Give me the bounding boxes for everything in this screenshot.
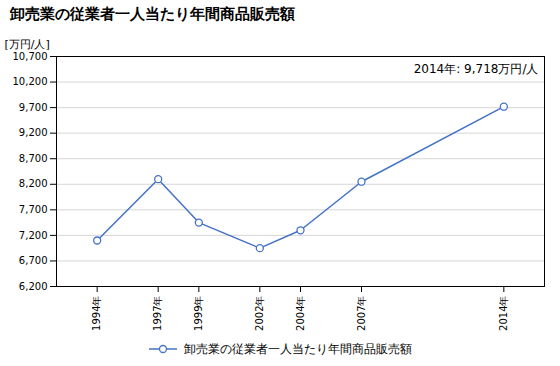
html-text:卸売業の従業者一人当たり年間商品販売額: 卸売業の従業者一人当たり年間商品販売額 [10, 5, 295, 23]
svg-text:8,700: 8,700 [19, 153, 48, 164]
svg-text:9,700: 9,700 [19, 102, 48, 113]
svg-text:7,200: 7,200 [19, 230, 48, 241]
svg-text:8,200: 8,200 [19, 178, 48, 189]
svg-text:10,700: 10,700 [13, 51, 48, 62]
svg-text:10,200: 10,200 [13, 76, 48, 87]
svg-text:2002年: 2002年 [254, 296, 265, 331]
svg-text:1997年: 1997年 [152, 296, 163, 331]
svg-text:6,200: 6,200 [19, 281, 48, 292]
svg-text:2007年: 2007年 [356, 296, 367, 331]
svg-text:2004年: 2004年 [295, 296, 306, 331]
html-text:卸売業の従業者一人当たり年間商品販売額: 卸売業の従業者一人当たり年間商品販売額 [184, 341, 412, 356]
svg-text:6,700: 6,700 [19, 255, 48, 266]
svg-text:1994年: 1994年 [91, 296, 102, 331]
svg-text:2014年: 2014年 [498, 296, 509, 331]
svg-text:7,700: 7,700 [19, 204, 48, 215]
svg-text:2014年: 9,718万円/人: 2014年: 9,718万円/人 [414, 62, 539, 76]
svg-text:1999年: 1999年 [193, 296, 204, 331]
svg-text:9,200: 9,200 [19, 127, 48, 138]
svg-text:[万円/人]: [万円/人] [5, 38, 50, 51]
